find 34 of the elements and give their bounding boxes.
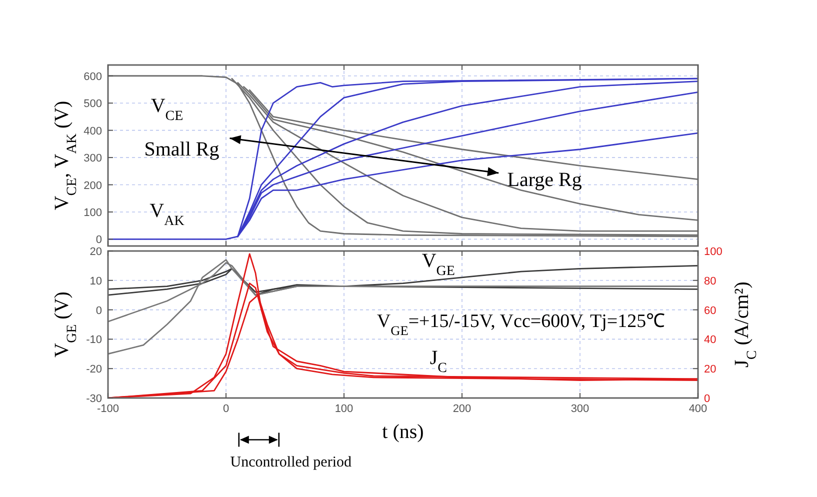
y2-tick-label: 60 [704,304,716,317]
y-tick-label: 500 [84,98,102,110]
y-tick-label: 20 [90,246,102,258]
y2-tick-label: 20 [704,364,716,376]
annotation: Large Rg [507,169,582,192]
y2-tick-label: 0 [704,393,710,405]
y-tick-label: 100 [84,206,102,219]
y-tick-label: 600 [84,70,102,83]
text: Uncontrolled period [230,454,352,471]
annotation: V$_{CE}$ [150,94,184,124]
annotation: Small Rg [144,138,220,160]
x-tick-label: 200 [452,403,472,415]
x-tick-label: 300 [570,403,590,415]
x-tick-label: 400 [688,403,708,415]
y2-tick-label: 80 [704,275,716,288]
y-tick-label: 0 [96,234,102,246]
y-tick-label: -30 [86,393,102,405]
y2-tick-label: 100 [704,246,722,258]
annotation: V$_{AK}$ [150,200,184,228]
y2-tick-label: 40 [704,334,716,346]
y-tick-label: 400 [84,125,102,138]
x-tick-label: 100 [334,403,354,415]
y-tick-label: 200 [84,180,102,192]
annotation: V$_{GE}$=+15/-15V, Vcc=600V, Tj=125℃ [376,311,666,338]
y-tick-label: -20 [86,364,102,376]
y-tick-label: 0 [96,304,102,317]
annotation: J$_{C}$ [430,346,447,376]
y-tick-label: -10 [86,334,102,346]
annotation: V$_{GE}$ [422,250,455,278]
x-tick-label: -100 [96,403,120,415]
y-tick-label: 300 [84,152,102,165]
y-tick-label: 10 [90,275,102,288]
x-tick-label: 0 [222,403,230,415]
x-axis-title: t (ns) [382,421,424,443]
